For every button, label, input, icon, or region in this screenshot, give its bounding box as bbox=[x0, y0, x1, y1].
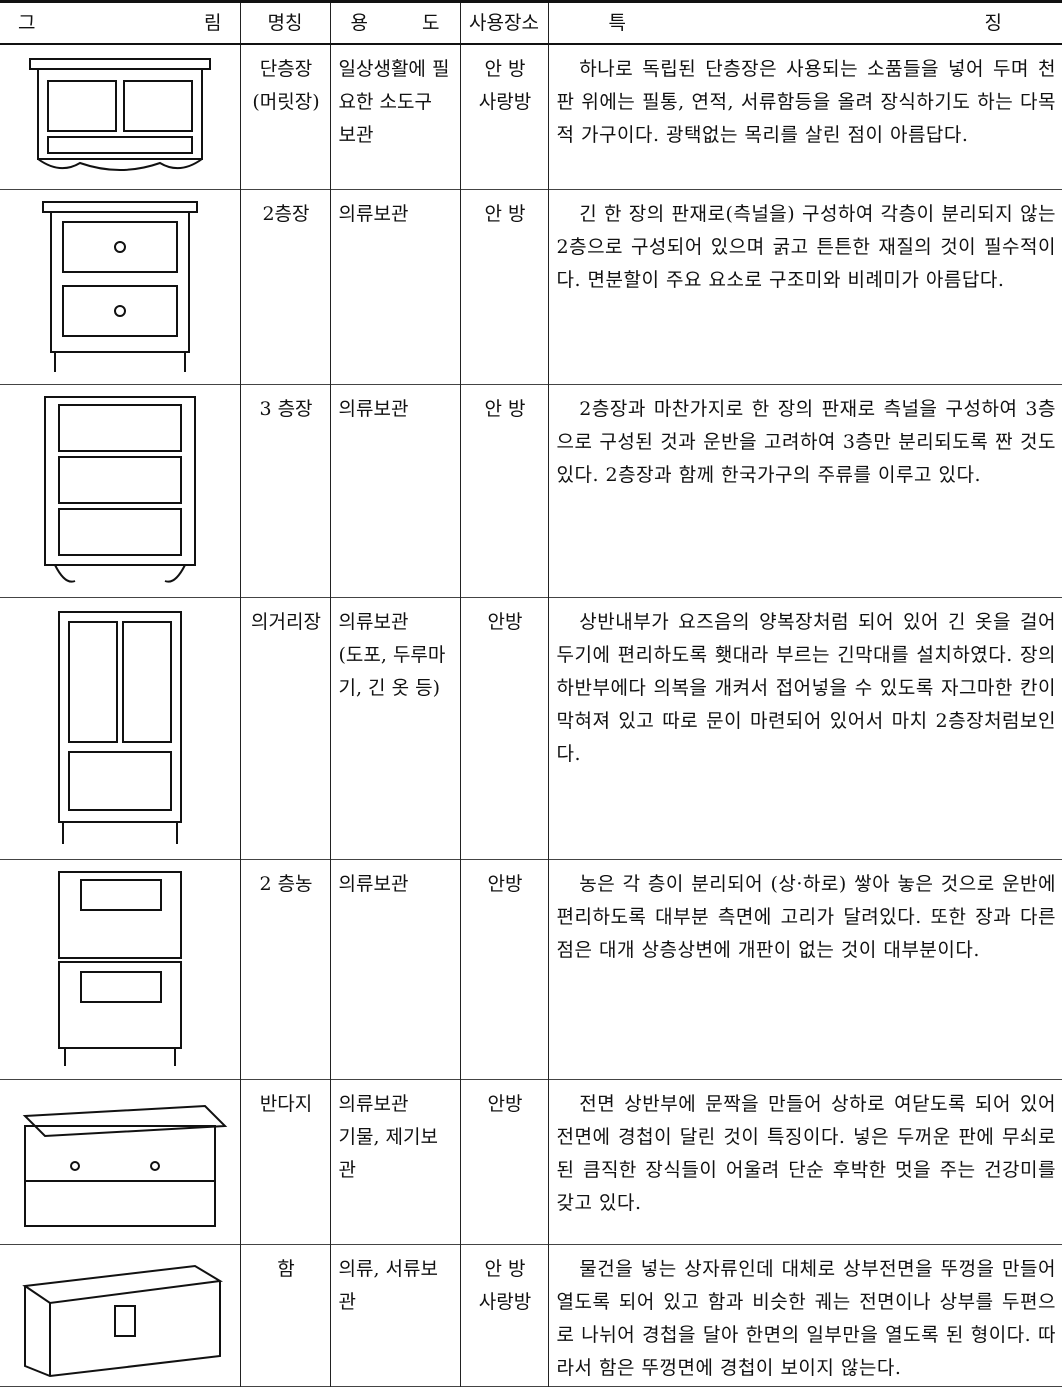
table-row: 의거리장 의류보관 (도포, 두루마기, 긴 옷 등) 안방 상반내부가 요즈음의 양… bbox=[0, 597, 1062, 859]
place-cell: 안 방 사랑방 bbox=[459, 1244, 548, 1386]
picture-cell bbox=[0, 44, 240, 189]
header-cell: 사용장소 bbox=[459, 0, 548, 45]
table-row: 반다지 의류보관 기물, 제기보관 안방 전면 상반부에 문짝을 만들어 상하로 여닫… bbox=[0, 1079, 1062, 1244]
use-cell: 일상생활에 필요한 소도구 보관 bbox=[329, 44, 460, 189]
name-cell: 2 층농 bbox=[239, 859, 330, 1079]
name-cell: 반다지 bbox=[239, 1079, 330, 1244]
picture-cell bbox=[0, 859, 240, 1079]
description-cell: 하나로 독립된 단층장은 사용되는 소품들을 넣어 두며 천판 위에는 필통, … bbox=[547, 44, 1062, 189]
table-row: 함 의류, 서류보관 안 방 사랑방 물건을 넣는 상자류인데 대체로 상부전면을 뚜… bbox=[0, 1244, 1062, 1386]
header-cell: 명칭 bbox=[239, 0, 330, 45]
illustration bbox=[21, 1264, 223, 1377]
picture-cell bbox=[0, 1079, 240, 1244]
description-cell: 농은 각 층이 분리되어 (상·하로) 쌓아 놓은 것으로 운반에 편리하도록 … bbox=[547, 859, 1062, 1079]
use-cell: 의류보관 (도포, 두루마기, 긴 옷 등) bbox=[329, 597, 460, 859]
illustration bbox=[43, 395, 196, 583]
header-cell: 용 도 bbox=[329, 0, 460, 45]
description-cell: 상반내부가 요즈음의 양복장처럼 되어 있어 긴 옷을 걸어두기에 편리하도록 … bbox=[547, 597, 1062, 859]
table-row: 2 층농 의류보관 안방 농은 각 층이 분리되어 (상·하로) 쌓아 놓은 것으로 … bbox=[0, 859, 1062, 1079]
place-cell: 안 방 bbox=[459, 189, 548, 384]
illustration bbox=[41, 200, 198, 372]
place-cell: 안 방 bbox=[459, 384, 548, 597]
use-cell: 의류보관 bbox=[329, 384, 460, 597]
description-cell: 전면 상반부에 문짝을 만들어 상하로 여닫도록 되어 있어 전면에 경첩이 달… bbox=[547, 1079, 1062, 1244]
place-cell: 안방 bbox=[459, 1079, 548, 1244]
place-cell: 안방 bbox=[459, 859, 548, 1079]
description-cell: 물건을 넣는 상자류인데 대체로 상부전면을 뚜껑을 만들어 열도록 되어 있고… bbox=[547, 1244, 1062, 1386]
illustration bbox=[28, 58, 211, 171]
use-cell: 의류, 서류보관 bbox=[329, 1244, 460, 1386]
description-cell: 긴 한 장의 판재로(측널을) 구성하여 각층이 분리되지 않는 2층으로 구성… bbox=[547, 189, 1062, 384]
use-cell: 의류보관 기물, 제기보관 bbox=[329, 1079, 460, 1244]
place-cell: 안 방 사랑방 bbox=[459, 44, 548, 189]
illustration bbox=[57, 610, 182, 844]
name-cell: 단층장 (머릿장) bbox=[239, 44, 330, 189]
name-cell: 3 층장 bbox=[239, 384, 330, 597]
table-row: 3 층장 의류보관 안 방 2층장과 마찬가지로 한 장의 판재로 측널을 구성하여 … bbox=[0, 384, 1062, 597]
name-cell: 함 bbox=[239, 1244, 330, 1386]
picture-cell bbox=[0, 189, 240, 384]
header-row: 그 림 명칭 용 도 사용장소 특 징 bbox=[0, 0, 1062, 45]
place-cell: 안방 bbox=[459, 597, 548, 859]
name-cell: 2층장 bbox=[239, 189, 330, 384]
illustration bbox=[57, 870, 182, 1066]
name-cell: 의거리장 bbox=[239, 597, 330, 859]
use-cell: 의류보관 bbox=[329, 189, 460, 384]
picture-cell bbox=[0, 1244, 240, 1386]
picture-cell bbox=[0, 597, 240, 859]
table-row: 단층장 (머릿장) 일상생활에 필요한 소도구 보관 안 방 사랑방 하나로 독립된 … bbox=[0, 44, 1062, 189]
header-cell: 특 징 bbox=[547, 0, 1062, 45]
use-cell: 의류보관 bbox=[329, 859, 460, 1079]
description-cell: 2층장과 마찬가지로 한 장의 판재로 측널을 구성하여 3층으로 구성된 것과… bbox=[547, 384, 1062, 597]
picture-cell bbox=[0, 384, 240, 597]
illustration bbox=[22, 1104, 228, 1227]
header-cell: 그 림 bbox=[0, 0, 240, 45]
